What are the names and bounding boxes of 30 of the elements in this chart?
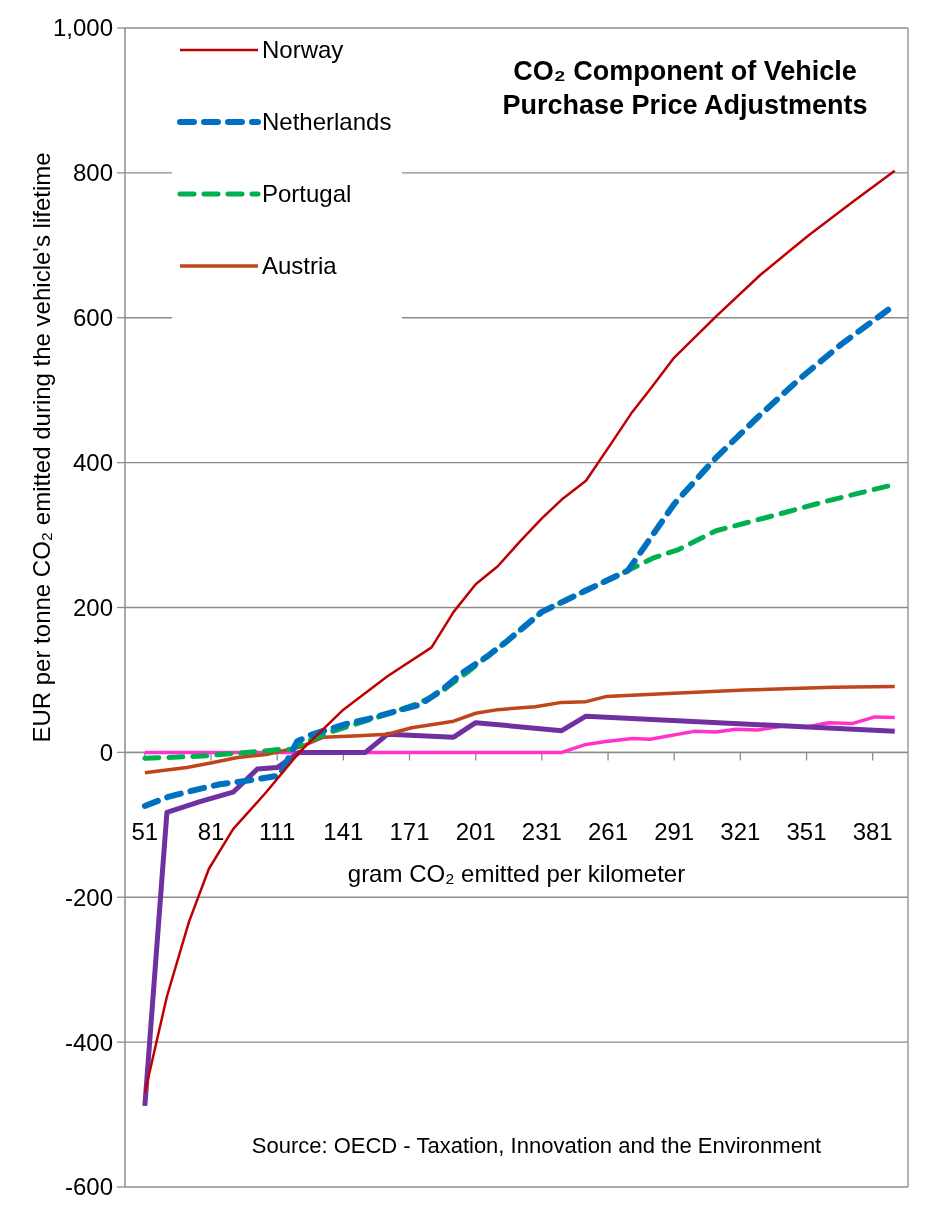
x-tick-label: 321 — [720, 818, 761, 846]
text: CO₂ Component of Vehicle Purchase Price Adjustments — [502, 56, 868, 120]
y-tick-label: -400 — [64, 1028, 113, 1056]
x-tick-label: 291 — [654, 818, 695, 846]
x-tick-label: 51 — [131, 818, 159, 846]
line-series — [143, 684, 897, 775]
y-tick-label: -200 — [64, 883, 113, 911]
x-tick-label: 171 — [389, 818, 430, 846]
y-tick-label: 0 — [99, 738, 113, 766]
annotation: Source: OECD - Taxation, Innovation and the Environment — [251, 1133, 822, 1158]
legend-label: Norway — [262, 36, 344, 64]
x-tick-label: 261 — [588, 818, 629, 846]
y-tick-label: -600 — [64, 1173, 113, 1201]
y-axis-title: EUR per tonne CO₂ emitted during the vehicle's lifetime — [28, 152, 55, 743]
y-tick-label: 1,000 — [52, 14, 113, 42]
x-tick-label: 201 — [455, 818, 496, 846]
y-tick-label: 400 — [72, 449, 113, 477]
y-tick-label: 200 — [72, 593, 113, 621]
x-tick-label: 141 — [323, 818, 364, 846]
x-tick-label: 381 — [852, 818, 893, 846]
y-tick-label: 800 — [72, 159, 113, 187]
legend-label: Austria — [262, 252, 338, 280]
x-tick-label: 81 — [197, 818, 225, 846]
y-tick-label: 600 — [72, 304, 113, 332]
x-axis-title: gram CO₂ emitted per kilometer — [347, 860, 686, 888]
legend-label: Netherlands — [262, 108, 392, 136]
legend-label: Portugal — [262, 180, 352, 208]
x-tick-label: 111 — [258, 818, 296, 846]
x-tick-label: 351 — [786, 818, 827, 846]
x-tick-label: 231 — [521, 818, 562, 846]
